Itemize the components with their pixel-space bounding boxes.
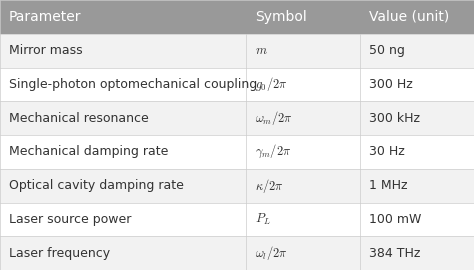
Text: Mechanical damping rate: Mechanical damping rate xyxy=(9,145,168,158)
Text: 300 Hz: 300 Hz xyxy=(369,78,412,91)
Text: $m$: $m$ xyxy=(255,44,268,57)
Text: Single-photon optomechanical coupling: Single-photon optomechanical coupling xyxy=(9,78,257,91)
Text: Mirror mass: Mirror mass xyxy=(9,44,82,57)
Text: 300 kHz: 300 kHz xyxy=(369,112,420,125)
Text: $\kappa/2\pi$: $\kappa/2\pi$ xyxy=(255,177,284,195)
Bar xyxy=(0,68,474,101)
Text: Optical cavity damping rate: Optical cavity damping rate xyxy=(9,179,183,192)
Text: $\omega_l/2\pi$: $\omega_l/2\pi$ xyxy=(255,244,288,262)
Text: Symbol: Symbol xyxy=(255,10,307,24)
Text: 100 mW: 100 mW xyxy=(369,213,421,226)
Bar xyxy=(0,135,474,169)
Bar xyxy=(0,101,474,135)
Text: 50 ng: 50 ng xyxy=(369,44,405,57)
Text: $g_0/2\pi$: $g_0/2\pi$ xyxy=(255,75,288,93)
Text: 1 MHz: 1 MHz xyxy=(369,179,407,192)
Text: Value (unit): Value (unit) xyxy=(369,10,449,24)
Text: 30 Hz: 30 Hz xyxy=(369,145,404,158)
Bar xyxy=(0,169,474,202)
Bar xyxy=(0,202,474,236)
Text: Laser source power: Laser source power xyxy=(9,213,131,226)
Text: $\gamma_m/2\pi$: $\gamma_m/2\pi$ xyxy=(255,143,292,160)
Bar xyxy=(0,34,474,68)
Text: $P_L$: $P_L$ xyxy=(255,212,271,227)
Text: Mechanical resonance: Mechanical resonance xyxy=(9,112,148,125)
Bar xyxy=(0,236,474,270)
Bar xyxy=(0,0,246,34)
Text: Laser frequency: Laser frequency xyxy=(9,247,109,260)
Text: 384 THz: 384 THz xyxy=(369,247,420,260)
Bar xyxy=(246,0,360,34)
Text: $\omega_m/2\pi$: $\omega_m/2\pi$ xyxy=(255,109,293,127)
Text: Parameter: Parameter xyxy=(9,10,81,24)
Bar xyxy=(360,0,474,34)
